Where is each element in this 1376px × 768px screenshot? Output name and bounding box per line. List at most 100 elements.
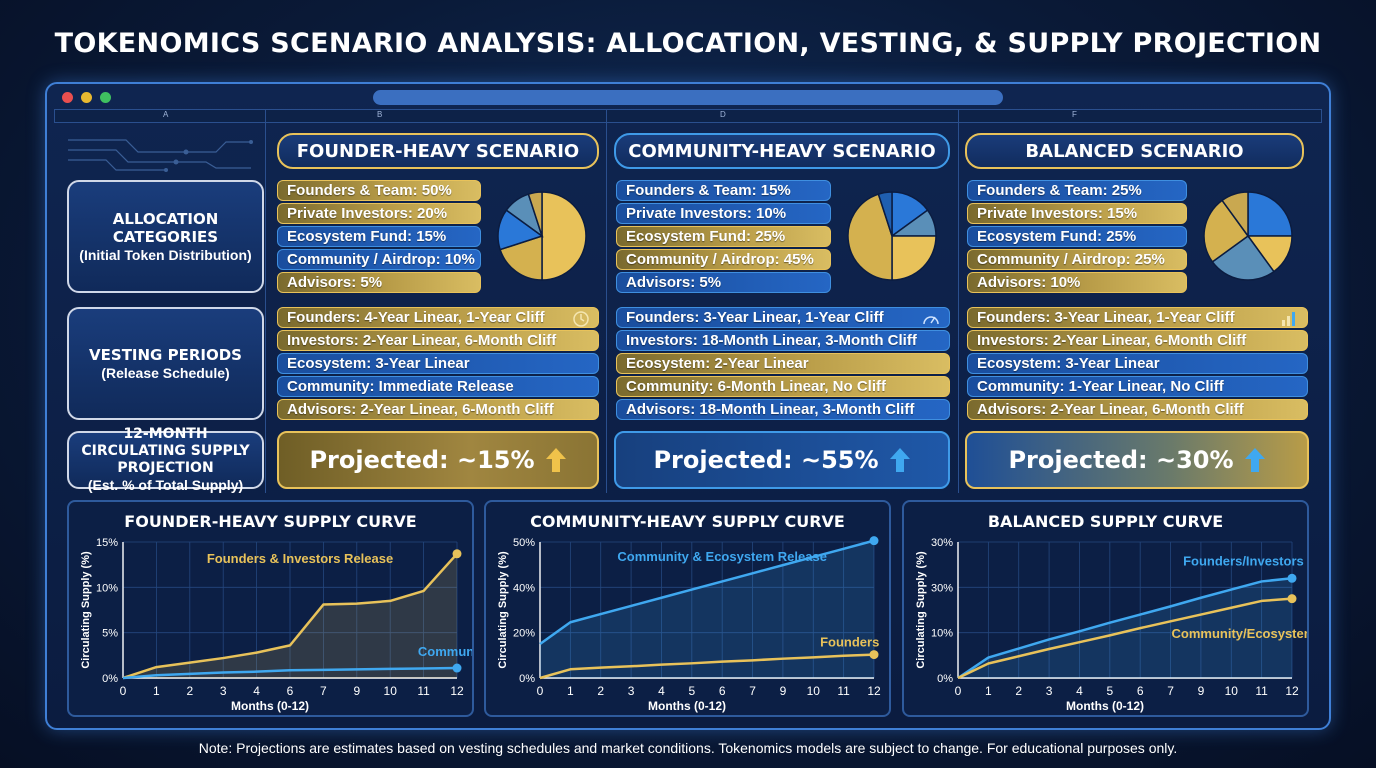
allocation-item: Founders & Team: 50% (277, 180, 481, 201)
y-tick-label: 30% (931, 537, 953, 549)
projection-value: Projected: ~30% (1008, 446, 1234, 474)
column-letter-d: D (720, 110, 726, 119)
chart-title: COMMUNITY-HEAVY SUPPLY CURVE (530, 512, 845, 531)
x-tick-label: 9 (353, 684, 360, 698)
row-label-main: 12-MONTH CIRCULATING SUPPLY PROJECTION (81, 426, 250, 476)
vesting-item: Community: 6-Month Linear, No Cliff (616, 376, 950, 397)
series-annotation: Founders & Investors Release (207, 551, 393, 566)
x-tick-label: 9 (780, 684, 787, 698)
x-tick-label: 7 (1167, 684, 1174, 698)
x-tick-label: 4 (253, 684, 260, 698)
arrow-up-icon (889, 448, 910, 472)
allocation-item: Private Investors: 15% (967, 203, 1187, 224)
column-letter-b: B (377, 110, 383, 119)
series-annotation: Founders (820, 635, 879, 650)
x-tick-label: 2 (1015, 684, 1022, 698)
vesting-item: Community: Immediate Release (277, 376, 599, 397)
scenario-title-community-heavy: COMMUNITY-HEAVY SCENARIO (614, 133, 950, 169)
pie-slice (1203, 199, 1250, 263)
x-tick-label: 5 (688, 684, 695, 698)
x-tick-label: 10 (384, 684, 398, 698)
allocation-item: Community / Airdrop: 10% (277, 249, 481, 270)
x-tick-label: 6 (719, 684, 726, 698)
allocation-item: Advisors: 5% (277, 272, 481, 293)
vesting-item: Investors: 2-Year Linear, 6-Month Cliff (277, 330, 599, 351)
y-tick-label: 30% (931, 582, 953, 594)
allocation-item: Ecosystem Fund: 25% (967, 226, 1187, 247)
y-tick-label: 10% (96, 582, 118, 594)
row-label-projection: 12-MONTH CIRCULATING SUPPLY PROJECTION (… (67, 426, 264, 493)
pie-slice (1247, 191, 1293, 237)
column-letter-f: F (1072, 110, 1077, 119)
vesting-item: Advisors: 2-Year Linear, 6-Month Cliff (967, 399, 1308, 420)
vesting-item: Founders: 4-Year Linear, 1-Year Cliff (277, 307, 599, 328)
y-tick-label: 40% (513, 582, 535, 594)
x-tick-label: 4 (658, 684, 665, 698)
vesting-item: Advisors: 2-Year Linear, 6-Month Cliff (277, 399, 599, 420)
x-tick-label: 0 (955, 684, 962, 698)
series-end-point (869, 536, 879, 546)
series-line (957, 577, 1293, 680)
allocation-item: Ecosystem Fund: 25% (616, 226, 831, 247)
series-annotation: Community & Ecosystem Release (617, 549, 827, 564)
x-tick-label: 0 (120, 684, 127, 698)
series-area (123, 553, 457, 678)
pie-slice (877, 191, 893, 237)
series-line (539, 653, 875, 680)
x-tick-label: 12 (867, 684, 881, 698)
circuit-decoration-icon (68, 139, 253, 172)
address-bar[interactable] (373, 90, 1003, 105)
row-label-sub: (Release Schedule) (101, 364, 230, 381)
pie-slice (847, 193, 893, 281)
y-tick-label: 0% (519, 673, 535, 685)
x-tick-label: 11 (1255, 684, 1268, 698)
series-annotation: Founders/Investors (1183, 554, 1304, 569)
row-label-main: VESTING PERIODS (89, 345, 242, 364)
scenario-title-founder-heavy: FOUNDER-HEAVY SCENARIO (277, 133, 599, 169)
series-area (540, 540, 874, 678)
y-tick-label: 0% (937, 673, 953, 685)
row-label-vesting: VESTING PERIODS (Release Schedule) (67, 307, 264, 420)
allocation-item: Ecosystem Fund: 15% (277, 226, 481, 247)
series-annotation: Community/Ecosystem (1172, 626, 1307, 641)
vesting-item: Advisors: 18-Month Linear, 3-Month Cliff (616, 399, 950, 420)
x-tick-label: 9 (1198, 684, 1205, 698)
series-line (122, 666, 458, 680)
allocation-item: Advisors: 5% (616, 272, 831, 293)
x-tick-label: 11 (837, 684, 850, 698)
x-tick-label: 6 (1137, 684, 1144, 698)
close-dot[interactable] (62, 92, 73, 103)
x-tick-label: 3 (1046, 684, 1053, 698)
minimize-dot[interactable] (81, 92, 92, 103)
x-tick-label: 2 (597, 684, 604, 698)
vesting-item: Investors: 18-Month Linear, 3-Month Clif… (616, 330, 950, 351)
x-axis-label: Months (0-12) (231, 699, 309, 713)
x-tick-label: 10 (1225, 684, 1239, 698)
page-title: TOKENOMICS SCENARIO ANALYSIS: ALLOCATION… (54, 28, 1322, 59)
pie-slice (541, 191, 587, 281)
vesting-item: Ecosystem: 3-Year Linear (967, 353, 1308, 374)
allocation-pie-founder-heavy (497, 191, 587, 281)
column-header-bar (54, 109, 1322, 123)
vesting-item: Investors: 2-Year Linear, 6-Month Cliff (967, 330, 1308, 351)
row-label-sub: (Est. % of Total Supply) (87, 477, 244, 493)
row-label-allocation: ALLOCATION CATEGORIES (Initial Token Dis… (67, 180, 264, 293)
y-tick-label: 0% (102, 673, 118, 685)
chart-panel-founder-heavy: FOUNDER-HEAVY SUPPLY CURVE 0% 5% 10% 15% 0 1 2… (67, 500, 474, 717)
chart-title: FOUNDER-HEAVY SUPPLY CURVE (124, 512, 417, 531)
projection-founder-heavy: Projected: ~15% (277, 431, 599, 489)
projection-value: Projected: ~55% (653, 446, 879, 474)
gauge-icon (921, 310, 941, 332)
allocation-item: Advisors: 10% (967, 272, 1187, 293)
allocation-item: Private Investors: 10% (616, 203, 831, 224)
series-line (539, 539, 875, 646)
maximize-dot[interactable] (100, 92, 111, 103)
x-tick-label: 3 (628, 684, 635, 698)
arrow-up-icon (545, 448, 566, 472)
vesting-item: Founders: 3-Year Linear, 1-Year Cliff (967, 307, 1308, 328)
series-area (958, 578, 1292, 678)
series-line (122, 552, 458, 680)
allocation-item: Community / Airdrop: 45% (616, 249, 831, 270)
series-end-point (1287, 573, 1297, 583)
